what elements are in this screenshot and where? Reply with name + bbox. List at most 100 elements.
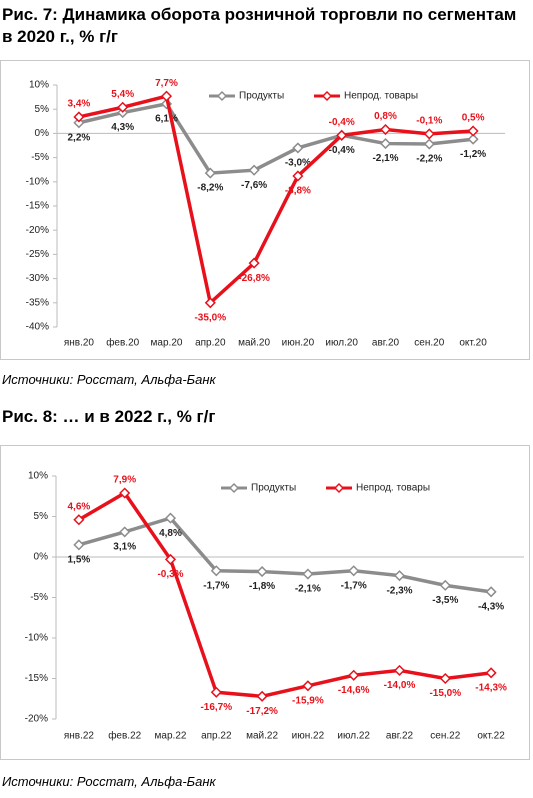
x-tick-label: апр.22 (201, 731, 232, 742)
legend-label: Непрод. товары (356, 483, 430, 494)
data-label: -2,3% (386, 585, 412, 596)
series-line (78, 101, 474, 175)
point-marker (210, 565, 222, 577)
x-tick-label: окт.20 (459, 338, 487, 349)
data-label: -3,0% (285, 158, 311, 169)
data-label: -3,5% (432, 595, 458, 606)
x-tick-label: май.20 (238, 338, 270, 349)
y-tick-label: 0% (35, 128, 50, 139)
y-tick-label: -15% (26, 201, 49, 212)
data-label: -15,0% (429, 688, 461, 699)
data-label: -0,4% (329, 145, 355, 156)
data-label: -16,7% (200, 702, 232, 713)
data-label: -17,2% (246, 706, 278, 717)
y-tick-label: -5% (30, 592, 48, 603)
legend-marker (333, 482, 345, 494)
source-note: Источники: Росстат, Альфа-Банк (2, 372, 216, 387)
point-marker (119, 526, 131, 538)
point-marker (348, 669, 360, 681)
data-label: 7,7% (155, 78, 178, 89)
y-tick-label: -35% (26, 297, 49, 308)
point-marker (302, 568, 314, 580)
point-marker (73, 514, 85, 526)
point-marker (393, 570, 406, 582)
source-note: Источники: Росстат, Альфа-Банк (2, 774, 216, 789)
data-label: 5,4% (111, 89, 134, 100)
figure-title: Рис. 7: Динамика оборота розничной торго… (2, 5, 517, 46)
point-marker (379, 138, 392, 150)
data-label: 1,5% (68, 554, 91, 565)
data-label: -14,0% (384, 680, 416, 691)
point-marker (256, 566, 268, 578)
point-marker (248, 257, 260, 269)
data-label: -15,9% (292, 695, 324, 706)
data-label: -4,3% (478, 601, 504, 612)
series-line (78, 93, 474, 307)
legend-marker (216, 90, 228, 102)
legend-marker (321, 90, 333, 102)
point-marker (204, 297, 216, 309)
y-tick-label: -25% (26, 249, 49, 260)
y-tick-label: 0% (34, 552, 49, 563)
point-marker (164, 512, 177, 524)
x-tick-label: окт.22 (477, 731, 505, 742)
x-tick-label: янв.20 (64, 338, 95, 349)
point-marker (379, 123, 392, 136)
data-label: 0,8% (374, 111, 397, 122)
point-marker (439, 579, 451, 591)
data-label: -1,8% (249, 581, 275, 592)
point-marker (467, 133, 479, 145)
data-label: 4,3% (111, 122, 134, 133)
data-label: 2,2% (68, 132, 91, 143)
point-marker (210, 686, 222, 698)
point-marker (423, 128, 435, 140)
point-marker (336, 129, 348, 141)
x-tick-label: авг.22 (386, 731, 414, 742)
x-tick-label: июл.20 (325, 338, 358, 349)
y-tick-label: -20% (25, 714, 48, 725)
point-marker (256, 690, 268, 702)
x-tick-label: мар.20 (151, 338, 183, 349)
figure-title: Рис. 8: … и в 2022 г., % г/г (2, 407, 216, 426)
series-line (78, 516, 492, 594)
point-marker (485, 586, 497, 598)
point-marker (292, 142, 304, 154)
point-marker (119, 487, 131, 499)
chart: 10% 5% 0% -5% -10% -15% -20% -25% -30% -35% -40% ян… (0, 60, 530, 360)
point-marker (302, 680, 314, 692)
data-label: 4,6% (68, 501, 91, 512)
point-marker (348, 565, 360, 577)
y-tick-label: -15% (25, 673, 48, 684)
y-tick-label: -10% (26, 176, 49, 187)
point-marker (292, 170, 304, 182)
data-label: -2,2% (416, 154, 442, 165)
data-label: -2,1% (295, 584, 321, 595)
x-tick-label: фев.22 (108, 730, 141, 742)
x-tick-label: май.22 (246, 731, 278, 742)
legend-label: Продукты (251, 483, 296, 494)
data-label: -1,2% (460, 149, 486, 160)
y-tick-label: -40% (26, 322, 49, 333)
y-tick-label: 5% (35, 104, 50, 115)
point-marker (485, 667, 497, 679)
point-marker (439, 672, 451, 685)
x-tick-label: фев.20 (106, 337, 139, 349)
y-tick-label: -30% (26, 273, 49, 284)
x-tick-label: июн.20 (282, 338, 315, 349)
y-tick-label: -20% (26, 225, 49, 236)
data-label: -0,4% (329, 117, 355, 128)
x-tick-label: янв.22 (64, 731, 95, 742)
x-tick-label: сен.20 (414, 338, 444, 349)
point-marker (73, 117, 85, 129)
data-label: -0,3% (157, 569, 183, 580)
data-label: -8,2% (197, 183, 223, 194)
data-label: 4,8% (159, 528, 182, 539)
data-label: -14,3% (475, 682, 507, 693)
data-label: -0,1% (416, 116, 442, 127)
point-marker (73, 111, 85, 123)
point-marker (393, 664, 406, 676)
data-label: -1,7% (341, 580, 367, 591)
data-label: -7,6% (241, 180, 267, 191)
legend-label: Продукты (239, 91, 284, 102)
